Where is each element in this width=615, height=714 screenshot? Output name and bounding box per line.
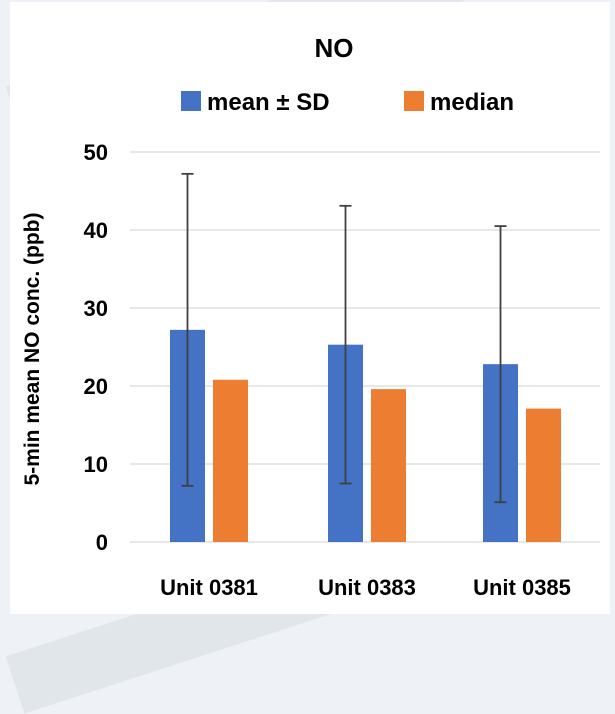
y-tick-labels: 0 10 20 30 40 50: [84, 140, 108, 555]
y-tick-label: 40: [84, 218, 108, 243]
y-axis-label: 5-min mean NO conc. (ppb): [21, 212, 44, 485]
bar-median: [213, 379, 248, 542]
bars: [170, 329, 561, 542]
bar-median: [526, 408, 561, 542]
legend-label-median: median: [430, 89, 514, 116]
bar-median: [371, 389, 406, 542]
y-tick-label: 50: [84, 140, 108, 165]
legend-swatch-mean: [181, 91, 201, 111]
chart-title: NO: [315, 33, 354, 63]
x-category-label: Unit 0383: [318, 575, 416, 600]
legend-swatch-median: [404, 91, 424, 111]
y-tick-label: 20: [84, 374, 108, 399]
gridlines: [130, 151, 600, 543]
x-category-label: Unit 0381: [160, 575, 258, 600]
x-category-labels: Unit 0381 Unit 0383 Unit 0385: [160, 575, 571, 600]
legend-label-mean: mean ± SD: [207, 89, 330, 116]
chart-panel: 0 10 20 30 40 50 Unit 0381 Unit 0383 Unit 0385 …: [10, 2, 610, 614]
y-tick-label: 0: [96, 530, 108, 555]
legend: mean ± SD median: [181, 89, 514, 116]
x-category-label: Unit 0385: [473, 575, 571, 600]
error-bars: [181, 172, 507, 504]
y-tick-label: 10: [84, 452, 108, 477]
y-tick-label: 30: [84, 296, 108, 321]
